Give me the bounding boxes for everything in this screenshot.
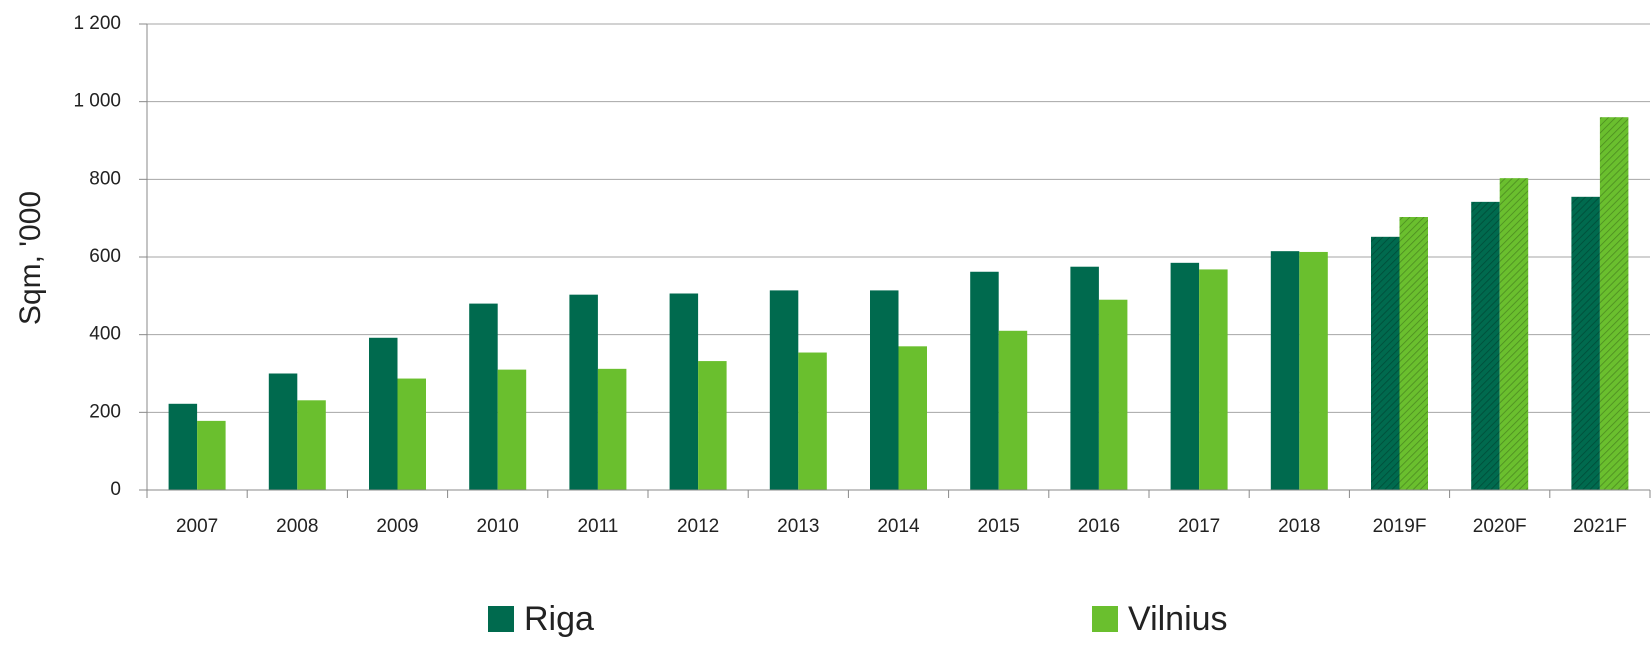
x-tick-label: 2020F bbox=[1473, 516, 1527, 537]
legend-swatch bbox=[1092, 606, 1118, 632]
bar bbox=[870, 290, 899, 490]
x-tick-label: 2021F bbox=[1573, 516, 1627, 537]
y-tick-label: 200 bbox=[89, 401, 121, 422]
y-tick-label: 1 000 bbox=[73, 91, 121, 112]
bar bbox=[1299, 251, 1328, 490]
bar bbox=[168, 403, 198, 490]
x-tick-label: 2008 bbox=[276, 516, 318, 537]
y-tick-label: 0 bbox=[110, 479, 121, 500]
bar bbox=[1599, 117, 1629, 490]
bar bbox=[970, 271, 999, 490]
x-tick-label: 2010 bbox=[477, 516, 519, 537]
bar bbox=[597, 368, 627, 490]
bar bbox=[569, 294, 598, 490]
legend-swatch bbox=[488, 606, 514, 632]
x-tick-label: 2007 bbox=[176, 516, 218, 537]
x-tick-label: 2013 bbox=[777, 516, 819, 537]
bar bbox=[898, 346, 927, 490]
bar bbox=[1371, 236, 1400, 490]
x-tick-label: 2017 bbox=[1178, 516, 1220, 537]
bar bbox=[669, 293, 699, 490]
y-tick-label: 1 200 bbox=[73, 13, 121, 34]
x-tick-label: 2018 bbox=[1278, 516, 1320, 537]
bar bbox=[197, 420, 226, 490]
bar bbox=[769, 290, 799, 490]
y-tick-label: 800 bbox=[89, 168, 121, 189]
x-tick-label: 2019F bbox=[1373, 516, 1427, 537]
x-tick-label: 2016 bbox=[1078, 516, 1120, 537]
x-tick-label: 2012 bbox=[677, 516, 719, 537]
bar bbox=[1571, 196, 1600, 490]
legend-label: Vilnius bbox=[1128, 600, 1228, 638]
x-tick-label: 2014 bbox=[877, 516, 920, 537]
legend-label: Riga bbox=[524, 600, 594, 638]
bar bbox=[297, 400, 326, 490]
y-tick-label: 600 bbox=[89, 246, 121, 267]
x-tick-label: 2015 bbox=[978, 516, 1020, 537]
bar bbox=[698, 361, 727, 490]
bar bbox=[469, 303, 498, 490]
bar bbox=[1098, 299, 1128, 490]
y-tick-label: 400 bbox=[89, 324, 121, 345]
bar bbox=[1199, 269, 1228, 490]
x-tick-label: 2009 bbox=[376, 516, 418, 537]
bar bbox=[798, 352, 827, 490]
bar bbox=[268, 373, 298, 490]
bar bbox=[998, 330, 1028, 490]
bar bbox=[1499, 178, 1529, 490]
bar bbox=[497, 369, 527, 490]
bar bbox=[1471, 201, 1500, 490]
bar bbox=[1270, 251, 1300, 490]
bar bbox=[397, 378, 426, 490]
bar bbox=[1070, 266, 1099, 490]
y-axis-title: Sqm, '000 bbox=[14, 191, 47, 325]
bar bbox=[369, 337, 398, 490]
x-tick-label: 2011 bbox=[577, 516, 618, 537]
bar bbox=[1399, 217, 1428, 491]
bar bbox=[1170, 262, 1200, 490]
